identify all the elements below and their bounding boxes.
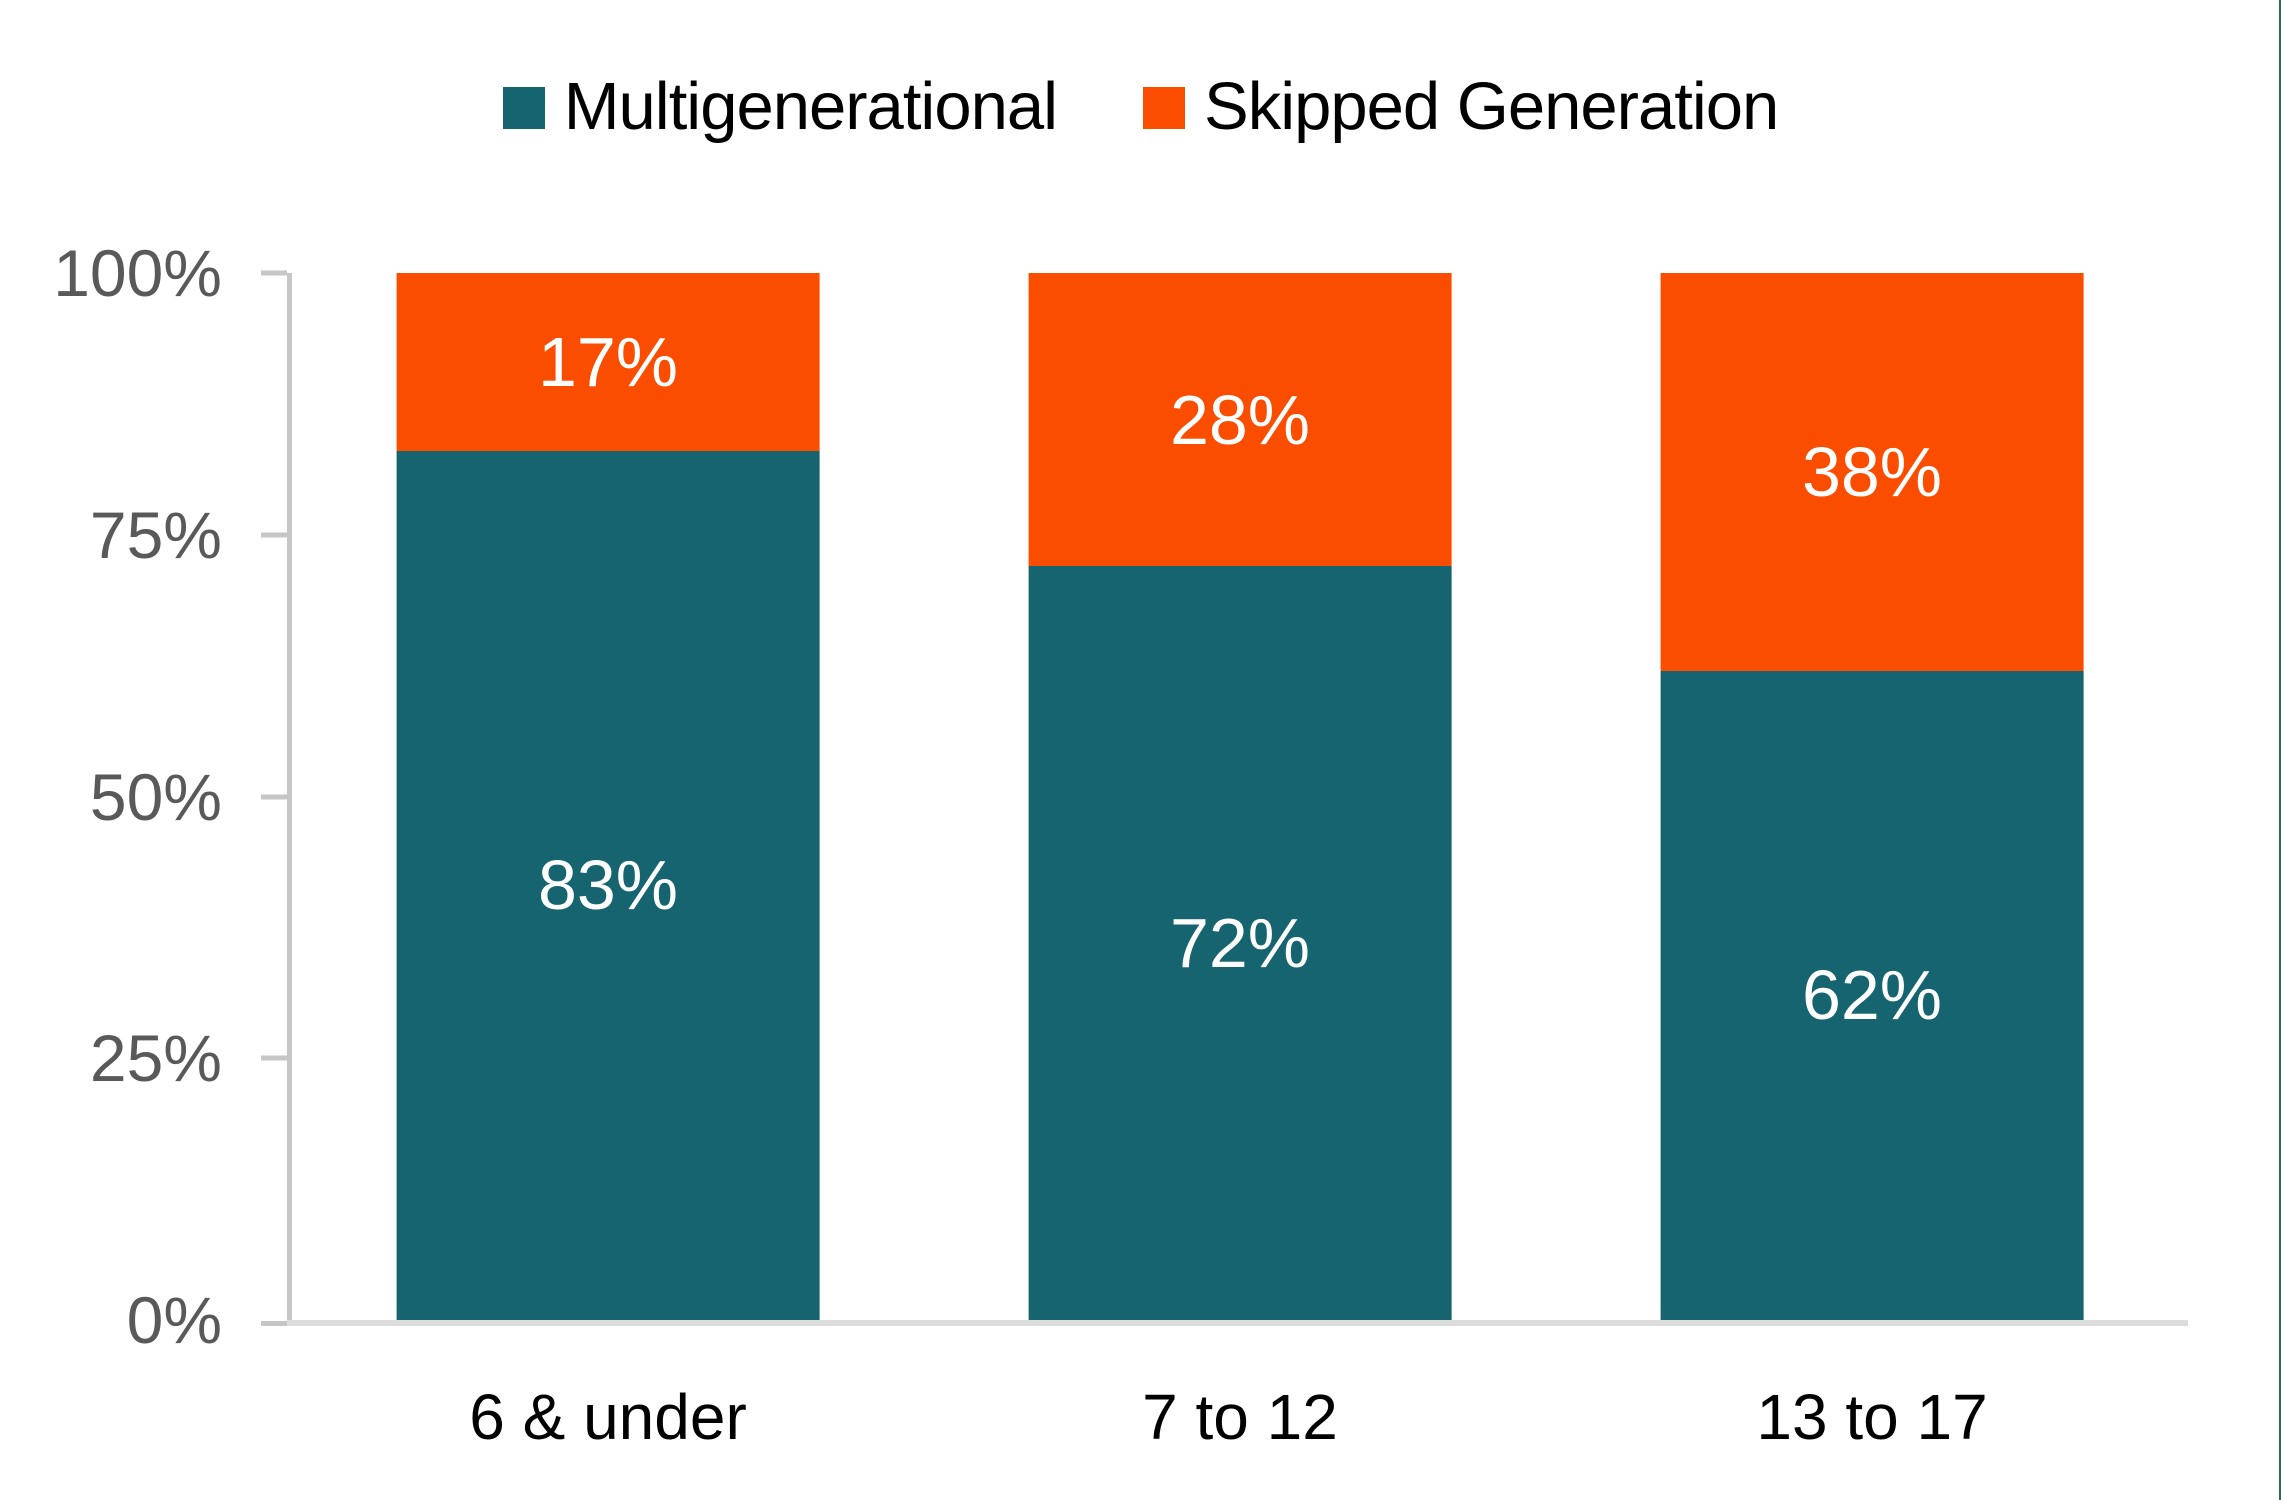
x-axis-line	[287, 1320, 2188, 1326]
data-label-multigenerational: 83%	[537, 846, 679, 925]
y-axis-line	[287, 273, 292, 1324]
y-tick-75	[261, 532, 287, 538]
data-label-skipped: 38%	[1801, 432, 1943, 511]
stacked-bar: 38% 62%	[1660, 273, 2084, 1320]
legend-item-multigenerational: Multigenerational	[502, 68, 1058, 144]
chart-right-border	[2279, 0, 2281, 1500]
bar-column-13-to-17: 38% 62%	[1556, 273, 2188, 1320]
bar-segment-multigenerational: 62%	[1660, 670, 2084, 1320]
x-axis-label-6-and-under: 6 & under	[469, 1381, 747, 1453]
x-axis-labels: 6 & under 7 to 12 13 to 17	[292, 1385, 2188, 1449]
data-label-skipped: 28%	[1169, 380, 1311, 459]
y-axis-label-100: 100%	[53, 236, 222, 310]
data-label-multigenerational: 62%	[1801, 956, 1943, 1035]
data-label-skipped: 17%	[537, 322, 679, 401]
bar-segment-skipped-generation: 38%	[1660, 273, 2084, 671]
y-tick-0	[261, 1321, 287, 1326]
legend-swatch-skipped-generation-icon	[1143, 87, 1185, 129]
plot-area: 100% 75% 50% 25% 0% 17% 83% 28%	[53, 240, 2188, 1353]
y-axis-label-25: 25%	[89, 1021, 222, 1096]
bar-segment-skipped-generation: 28%	[1028, 273, 1452, 567]
y-axis-label-75: 75%	[89, 497, 222, 572]
x-axis-label-7-to-12: 7 to 12	[1142, 1381, 1338, 1453]
legend-label-multigenerational: Multigenerational	[563, 68, 1058, 144]
bar-segment-multigenerational: 72%	[1028, 566, 1452, 1320]
legend-item-skipped-generation: Skipped Generation	[1143, 68, 1779, 144]
stacked-bar: 17% 83%	[396, 273, 820, 1320]
legend: Multigenerational Skipped Generation	[0, 58, 2281, 158]
bar-segment-skipped-generation: 17%	[396, 273, 820, 451]
y-tick-50	[261, 794, 287, 799]
bars-group: 17% 83% 28% 72%	[292, 273, 2188, 1320]
x-axis-label-13-to-17: 13 to 17	[1756, 1381, 1988, 1453]
legend-swatch-multigenerational-icon	[502, 87, 545, 129]
data-label-multigenerational: 72%	[1169, 904, 1311, 983]
y-tick-100	[261, 270, 287, 276]
bar-column-7-to-12: 28% 72%	[924, 273, 1556, 1320]
y-axis-label-50: 50%	[89, 759, 222, 834]
bar-segment-multigenerational: 83%	[396, 450, 820, 1320]
bar-column-6-and-under: 17% 83%	[292, 273, 924, 1320]
stacked-bar: 28% 72%	[1028, 273, 1452, 1320]
y-tick-25	[261, 1055, 287, 1061]
y-axis-label-0: 0%	[126, 1283, 222, 1357]
legend-label-skipped-generation: Skipped Generation	[1204, 68, 1779, 144]
